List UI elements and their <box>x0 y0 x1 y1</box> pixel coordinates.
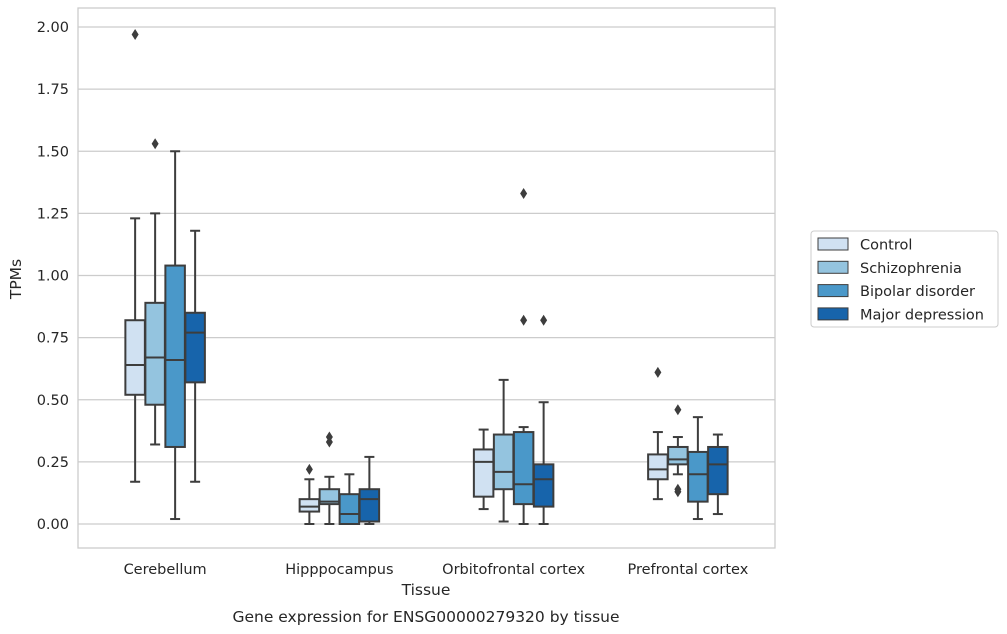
box-iqr <box>492 433 515 491</box>
x-tick-label: Cerebellum <box>124 562 207 578</box>
box-iqr <box>184 311 206 384</box>
y-tick-label: 0.00 <box>37 517 69 533</box>
outlier-point <box>520 187 528 199</box>
outlier-point <box>654 366 662 378</box>
box-element <box>707 433 729 516</box>
box-element <box>492 378 515 523</box>
x-axis-label: Tissue <box>401 581 451 599</box>
box-element <box>687 416 709 521</box>
box-iqr <box>687 450 709 503</box>
box-element <box>318 431 341 525</box>
outlier-point <box>151 138 159 150</box>
box-element <box>184 229 206 483</box>
box-iqr <box>512 431 535 506</box>
outlier-point <box>520 314 528 326</box>
box-element <box>144 138 166 446</box>
box-iqr <box>667 445 689 466</box>
x-tick-label: Orbitofrontal cortex <box>442 562 585 578</box>
outlier-point <box>305 463 313 475</box>
legend-swatch <box>817 237 849 251</box>
box-iqr <box>472 448 495 498</box>
box-element <box>164 150 186 521</box>
legend-swatch <box>817 260 849 274</box>
legend-frame <box>810 230 999 328</box>
box-element <box>532 314 555 525</box>
legend-label: Control <box>860 238 912 254</box>
box-element <box>667 404 689 498</box>
x-tick-label: Prefrontal cortex <box>627 562 748 578</box>
outlier-point <box>325 431 333 443</box>
figure-caption: Gene expression for ENSG00000279320 by t… <box>232 608 619 626</box>
legend-label: Major depression <box>860 307 984 323</box>
box-element <box>358 455 381 525</box>
legend-label: Bipolar disorder <box>860 284 975 300</box>
outlier-point <box>674 404 682 416</box>
y-axis-label: TPMs <box>7 259 25 300</box>
box-iqr <box>124 319 146 396</box>
x-tick-labels: Cerebellum Hipppocampus Orbitofrontal cort… <box>124 562 749 578</box>
box-iqr <box>358 488 381 523</box>
outlier-point <box>674 483 682 495</box>
box-element <box>512 187 535 525</box>
y-tick-label: 0.50 <box>37 393 69 409</box>
box-iqr <box>707 445 729 496</box>
y-tick-label: 2.00 <box>37 20 69 36</box>
y-tick-label: 0.75 <box>37 331 69 347</box>
outlier-point <box>131 28 139 40</box>
y-tick-label: 0.25 <box>37 455 69 471</box>
box-iqr <box>647 453 669 481</box>
legend-label: Schizophrenia <box>860 261 962 277</box>
x-tick-label: Hipppocampus <box>285 562 393 578</box>
outlier-point <box>540 314 548 326</box>
box-series <box>124 28 729 525</box>
box-element <box>647 366 669 501</box>
box-element <box>338 473 361 525</box>
y-tick-label: 1.25 <box>37 206 69 222</box>
box-iqr <box>164 264 186 448</box>
y-tick-label: 1.50 <box>37 144 69 160</box>
box-iqr <box>144 301 166 406</box>
legend-swatch <box>817 307 849 321</box>
plot-frame <box>77 7 776 549</box>
legend-swatch <box>817 284 849 298</box>
y-tick-labels: 0.00 0.25 0.50 0.75 1.00 1.25 1.50 1.75 2.00 <box>37 20 69 533</box>
box-element <box>124 28 146 483</box>
y-tick-label: 1.00 <box>37 269 69 285</box>
y-tick-label: 1.75 <box>37 82 69 98</box>
box-iqr <box>298 498 321 513</box>
box-element <box>472 428 495 511</box>
box-element <box>298 463 321 525</box>
box-iqr <box>338 493 361 525</box>
box-iqr <box>532 463 555 508</box>
legend: Control Schizophrenia Bipolar disorder Majo… <box>810 230 999 328</box>
